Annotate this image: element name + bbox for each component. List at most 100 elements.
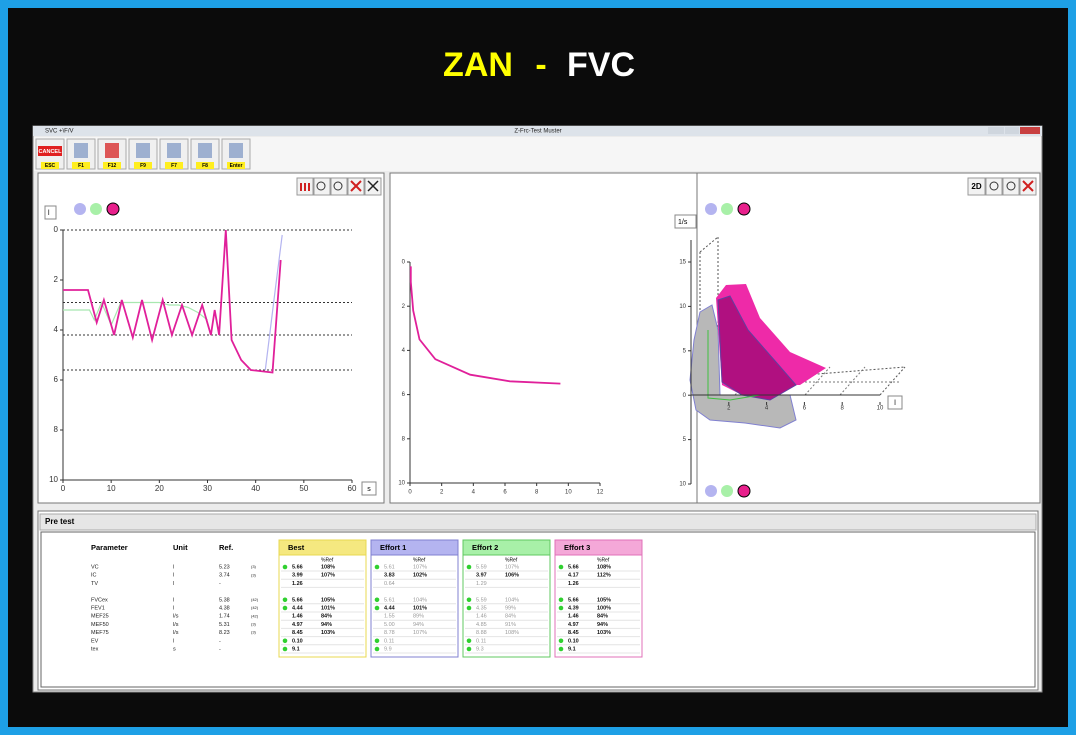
- x-tick-label: 0: [61, 484, 66, 493]
- group-title: Effort 2: [472, 543, 498, 552]
- y-tick-label: 5: [683, 348, 687, 354]
- icon: [989, 181, 999, 191]
- button-icon: [198, 143, 212, 158]
- zoom-in-button[interactable]: [313, 177, 331, 196]
- effort-dot[interactable]: [737, 484, 751, 498]
- table-cell: 4.97: [568, 622, 579, 628]
- table-cell: -: [219, 638, 221, 644]
- x-tick-label: 2: [727, 406, 731, 412]
- table-cell: 106%: [505, 573, 519, 579]
- unit-box: [674, 214, 697, 229]
- minimize-button[interactable]: [988, 127, 1004, 134]
- table-cell: 0.10: [568, 638, 579, 644]
- key-label: Enter: [230, 163, 243, 169]
- table-cell: 3.99: [292, 573, 303, 579]
- status-dot: [466, 646, 472, 652]
- table-cell: 1.74: [219, 614, 230, 620]
- title-main: ZAN: [443, 46, 513, 84]
- button-icon: [105, 143, 119, 158]
- y-unit: l: [48, 210, 50, 217]
- table-cell: 108%: [597, 564, 611, 570]
- table-cell: FEV1: [91, 605, 105, 611]
- close-button[interactable]: [1020, 127, 1040, 134]
- group-title: Effort 1: [380, 543, 406, 552]
- table-cell: l: [173, 573, 174, 579]
- y-tick-label: 4: [54, 325, 59, 334]
- x-tick-label: 6: [803, 406, 807, 412]
- table-cell: (42): [251, 613, 259, 618]
- ref-header: %Ref: [413, 557, 426, 563]
- status-dot: [466, 597, 472, 603]
- maximize-button[interactable]: [1005, 127, 1019, 134]
- y-tick-label: 2: [54, 275, 59, 284]
- y-tick-label: 8: [54, 425, 59, 434]
- table-cell: 107%: [321, 573, 335, 579]
- status-dot: [374, 564, 380, 570]
- effort-dot[interactable]: [74, 203, 86, 215]
- table-cell: l/s: [173, 630, 179, 636]
- group-box: [278, 539, 367, 658]
- effort-dot[interactable]: [705, 203, 717, 215]
- table-cell: 103%: [597, 630, 611, 636]
- key-box: [196, 162, 214, 169]
- table-cell: 107%: [413, 630, 427, 636]
- window-title-left: SVC +\F/V: [45, 129, 74, 135]
- effort-dot[interactable]: [90, 203, 102, 215]
- zoom-out-button[interactable]: [1002, 177, 1020, 196]
- effort-dot[interactable]: [106, 202, 120, 216]
- series-line: [264, 234, 283, 371]
- section-title: Pre test: [45, 517, 75, 526]
- effort-dot[interactable]: [705, 485, 717, 497]
- column-header: Parameter: [91, 543, 128, 552]
- y-tick-label: 4: [402, 348, 406, 354]
- table-cell: 94%: [597, 622, 608, 628]
- table-cell: 101%: [413, 605, 427, 611]
- table-cell: 5.66: [568, 597, 579, 603]
- y-tick-label: 0: [402, 260, 406, 266]
- x-tick-label: 10: [877, 406, 884, 412]
- table-cell: 8.23: [219, 630, 230, 636]
- table-cell: 9.1: [568, 646, 576, 652]
- x-tick-label: 10: [107, 484, 116, 493]
- table-cell: 105%: [321, 597, 335, 603]
- zoom-in-button[interactable]: [985, 177, 1003, 196]
- group-header: [462, 539, 551, 556]
- table-cell: (3): [251, 630, 257, 635]
- table-cell: 5.66: [292, 597, 303, 603]
- effort-dot[interactable]: [721, 203, 733, 215]
- status-dot: [466, 605, 472, 611]
- effort-dot[interactable]: [721, 485, 733, 497]
- table-cell: 1.55: [384, 614, 395, 620]
- title-separator: -: [535, 46, 546, 84]
- series-line: [63, 229, 282, 374]
- button-icon: [167, 143, 181, 158]
- zoom-out-button[interactable]: [330, 177, 348, 196]
- table-cell: 5.66: [292, 564, 303, 570]
- button-icon: [38, 146, 62, 156]
- curve: [707, 330, 761, 401]
- table-cell: 8.88: [476, 630, 487, 636]
- table-cell: l: [173, 581, 174, 587]
- key-box: [227, 162, 245, 169]
- table-cell: VC: [91, 564, 99, 570]
- table-cell: 3.97: [476, 573, 487, 579]
- table-cell: 9.9: [384, 646, 392, 652]
- key-box: [41, 162, 59, 169]
- series-line: [409, 266, 561, 385]
- chart-tools-right: 2D: [967, 177, 1037, 196]
- effort-dot[interactable]: [737, 202, 751, 216]
- unit-box: [361, 481, 377, 496]
- button-icon-label: CANCEL: [39, 149, 63, 155]
- table-cell: -: [219, 581, 221, 587]
- status-dot: [374, 597, 380, 603]
- x-unit: l: [894, 400, 896, 407]
- window-title: Z-Frc-Test Muster: [514, 129, 561, 135]
- view-2d-button[interactable]: [967, 177, 986, 196]
- table-cell: 4.39: [568, 605, 579, 611]
- table-cell: 5.66: [568, 564, 579, 570]
- panel-flow-volume: [389, 172, 698, 504]
- table-cell: 104%: [413, 597, 427, 603]
- table-cell: 84%: [321, 614, 332, 620]
- table-cell: 94%: [321, 622, 332, 628]
- table-cell: 5.61: [384, 597, 395, 603]
